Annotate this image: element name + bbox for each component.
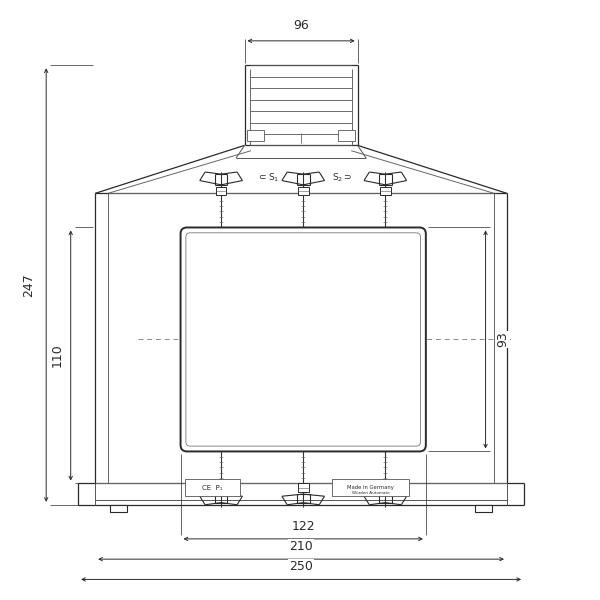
Text: 93: 93 [496,332,509,347]
Bar [110,505,127,512]
Text: Made in Germany: Made in Germany [347,485,394,490]
Text: S$_2\supset$: S$_2\supset$ [332,171,353,184]
Bar [298,187,308,196]
Text: CE  P₁: CE P₁ [202,485,223,491]
Text: 247: 247 [23,273,35,297]
Bar [185,479,240,496]
Text: 210: 210 [289,540,313,553]
Text: $\subset$S$_1$: $\subset$S$_1$ [257,171,279,184]
Bar [380,484,391,492]
Text: 122: 122 [292,520,315,533]
Bar [475,505,492,512]
Text: Würden Automate: Würden Automate [352,491,389,495]
Bar [332,479,409,496]
Text: 110: 110 [50,344,64,367]
Text: 250: 250 [289,560,313,573]
Bar [247,130,264,141]
Bar [216,187,226,196]
Bar [338,130,355,141]
Text: 96: 96 [293,19,309,32]
FancyBboxPatch shape [181,227,426,451]
Bar [216,484,226,492]
Bar [380,187,391,196]
Bar [298,484,308,492]
